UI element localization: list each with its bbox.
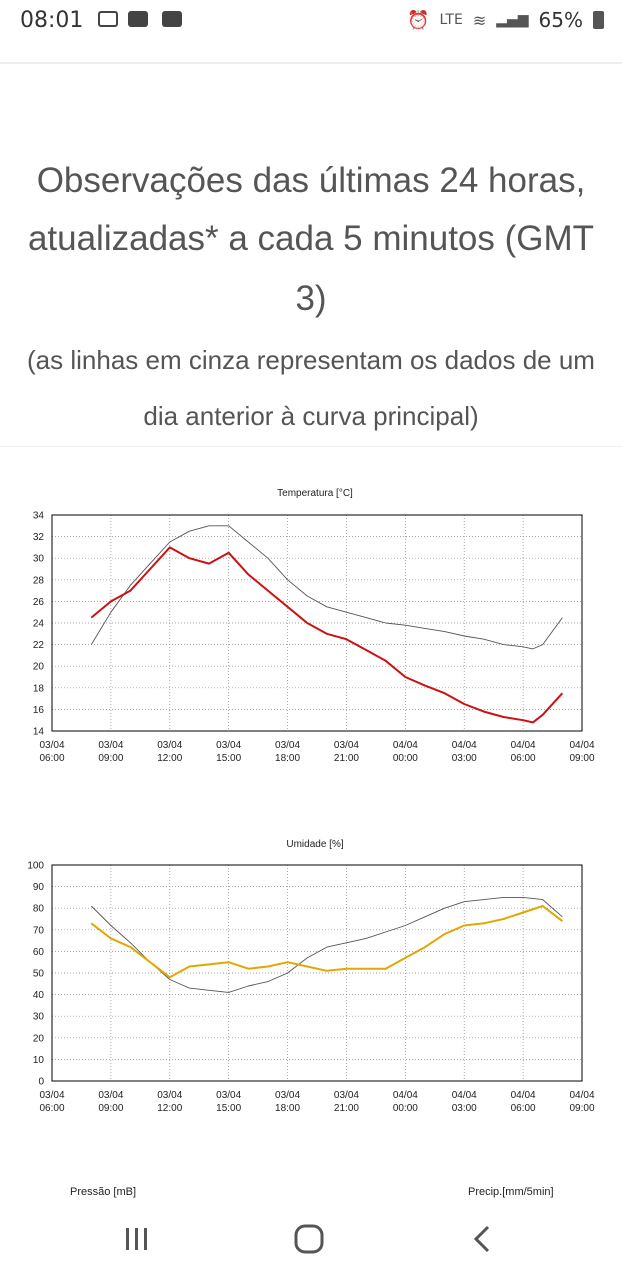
- y-tick-label: 22: [33, 640, 45, 651]
- note-line2: dia anterior à curva principal): [143, 401, 479, 431]
- x-tick-time: 12:00: [157, 1103, 182, 1114]
- x-tick-time: 15:00: [216, 1103, 241, 1114]
- signal-icon: ▂▄▆: [496, 12, 529, 28]
- x-tick-time: 12:00: [157, 753, 182, 764]
- x-tick-date: 03/04: [98, 740, 123, 751]
- x-tick-date: 03/04: [157, 1090, 182, 1101]
- x-tick-time: 00:00: [393, 753, 418, 764]
- y-tick-label: 50: [33, 969, 45, 980]
- x-tick-time: 06:00: [511, 753, 536, 764]
- y-tick-label: 60: [33, 947, 45, 958]
- x-tick-time: 21:00: [334, 753, 359, 764]
- y-tick-label: 80: [33, 904, 45, 915]
- x-tick-date: 03/04: [334, 740, 359, 751]
- x-tick-time: 03:00: [452, 1103, 477, 1114]
- x-tick-date: 03/04: [216, 1090, 241, 1101]
- x-tick-date: 03/04: [39, 740, 64, 751]
- temperature-chart-title: Temperatura [°C]: [277, 488, 353, 499]
- temperature-plot-frame: [51, 514, 583, 732]
- x-tick-time: 09:00: [569, 1103, 594, 1114]
- y-tick-label: 30: [33, 554, 45, 565]
- page-title-line2: atualizadas* a cada 5 minutos (GMT: [27, 219, 595, 258]
- x-tick-date: 04/04: [452, 740, 477, 751]
- y-tick-label: 100: [27, 861, 44, 872]
- wifi-icon: ≋: [472, 10, 487, 30]
- youtube-icon: [162, 11, 182, 27]
- calendar-icon: [98, 11, 118, 27]
- x-tick-time: 15:00: [216, 753, 241, 764]
- y-tick-label: 70: [33, 925, 45, 936]
- y-tick-label: 28: [33, 575, 45, 586]
- humidity-chart: Umidade [%] 0 10 20 30 40 50 60 70 80 90 100 03/04…: [27, 839, 595, 1114]
- battery-icon: [593, 11, 604, 29]
- x-tick-date: 03/04: [39, 1090, 64, 1101]
- x-tick-date: 04/04: [511, 1090, 536, 1101]
- status-bar: 08:01 ⏰ LTE ≋ ▂▄▆ 65%: [0, 0, 622, 42]
- x-tick-time: 03:00: [452, 753, 477, 764]
- page-title-line3: 3): [295, 279, 327, 318]
- humidity-plot-frame: [51, 864, 583, 1082]
- volte-icon: LTE: [439, 12, 463, 28]
- y-tick-label: 30: [33, 1012, 45, 1023]
- pressure-chart-title: Pressão [mB]: [70, 1186, 137, 1198]
- humidity-chart-title: Umidade [%]: [286, 839, 343, 850]
- page-title-line1: Observações das últimas 24 horas,: [36, 161, 586, 200]
- temp-previous-day-line: [90, 525, 563, 650]
- status-time: 08:01: [20, 8, 84, 33]
- x-tick-date: 03/04: [157, 740, 182, 751]
- x-tick-date: 04/04: [452, 1090, 477, 1101]
- x-tick-date: 04/04: [393, 740, 418, 751]
- hum-previous-day-line: [90, 896, 563, 993]
- battery-level: 65%: [538, 8, 583, 32]
- x-tick-time: 21:00: [334, 1103, 359, 1114]
- home-icon[interactable]: [289, 1222, 329, 1258]
- x-tick-date: 04/04: [511, 740, 536, 751]
- back-icon[interactable]: [462, 1222, 502, 1258]
- navigation-bar: [0, 1200, 622, 1280]
- x-tick-date: 03/04: [98, 1090, 123, 1101]
- y-tick-label: 32: [33, 532, 45, 543]
- x-tick-date: 04/04: [393, 1090, 418, 1101]
- x-tick-time: 00:00: [393, 1103, 418, 1114]
- hum-main-series-line: [90, 905, 564, 979]
- y-tick-label: 16: [33, 705, 45, 716]
- x-tick-time: 06:00: [511, 1103, 536, 1114]
- header-divider: [0, 62, 622, 64]
- y-tick-label: 26: [33, 597, 45, 608]
- y-tick-label: 34: [33, 511, 45, 522]
- temperature-chart: Temperatura [°C] 1416182022242628303234 …: [33, 488, 595, 764]
- x-tick-time: 06:00: [39, 753, 64, 764]
- y-tick-label: 90: [33, 882, 45, 893]
- precipitation-chart-title: Precip.[mm/5min]: [468, 1186, 554, 1198]
- x-tick-date: 03/04: [275, 740, 300, 751]
- x-tick-time: 18:00: [275, 753, 300, 764]
- status-right: ⏰ LTE ≋ ▂▄▆ 65%: [407, 8, 604, 32]
- content-divider: [0, 446, 622, 447]
- y-tick-label: 14: [33, 727, 45, 738]
- x-tick-time: 09:00: [98, 1103, 123, 1114]
- y-tick-label: 10: [33, 1055, 45, 1066]
- y-tick-label: 20: [33, 662, 45, 673]
- note-line1: (as linhas em cinza representam os dados…: [27, 345, 595, 375]
- x-tick-time: 09:00: [98, 753, 123, 764]
- x-tick-time: 06:00: [39, 1103, 64, 1114]
- recent-apps-icon[interactable]: [116, 1222, 156, 1258]
- alarm-icon: ⏰: [407, 9, 430, 31]
- x-tick-date: 03/04: [334, 1090, 359, 1101]
- x-tick-date: 04/04: [569, 740, 594, 751]
- x-tick-date: 03/04: [275, 1090, 300, 1101]
- y-tick-label: 20: [33, 1033, 45, 1044]
- y-tick-label: 18: [33, 683, 45, 694]
- y-tick-label: 0: [38, 1077, 44, 1088]
- x-tick-date: 04/04: [569, 1090, 594, 1101]
- y-tick-label: 40: [33, 990, 45, 1001]
- youtube-icon: [128, 11, 148, 27]
- x-tick-time: 09:00: [569, 753, 594, 764]
- y-tick-label: 24: [33, 619, 45, 630]
- x-tick-date: 03/04: [216, 740, 241, 751]
- x-tick-time: 18:00: [275, 1103, 300, 1114]
- temp-main-series-line: [90, 546, 564, 724]
